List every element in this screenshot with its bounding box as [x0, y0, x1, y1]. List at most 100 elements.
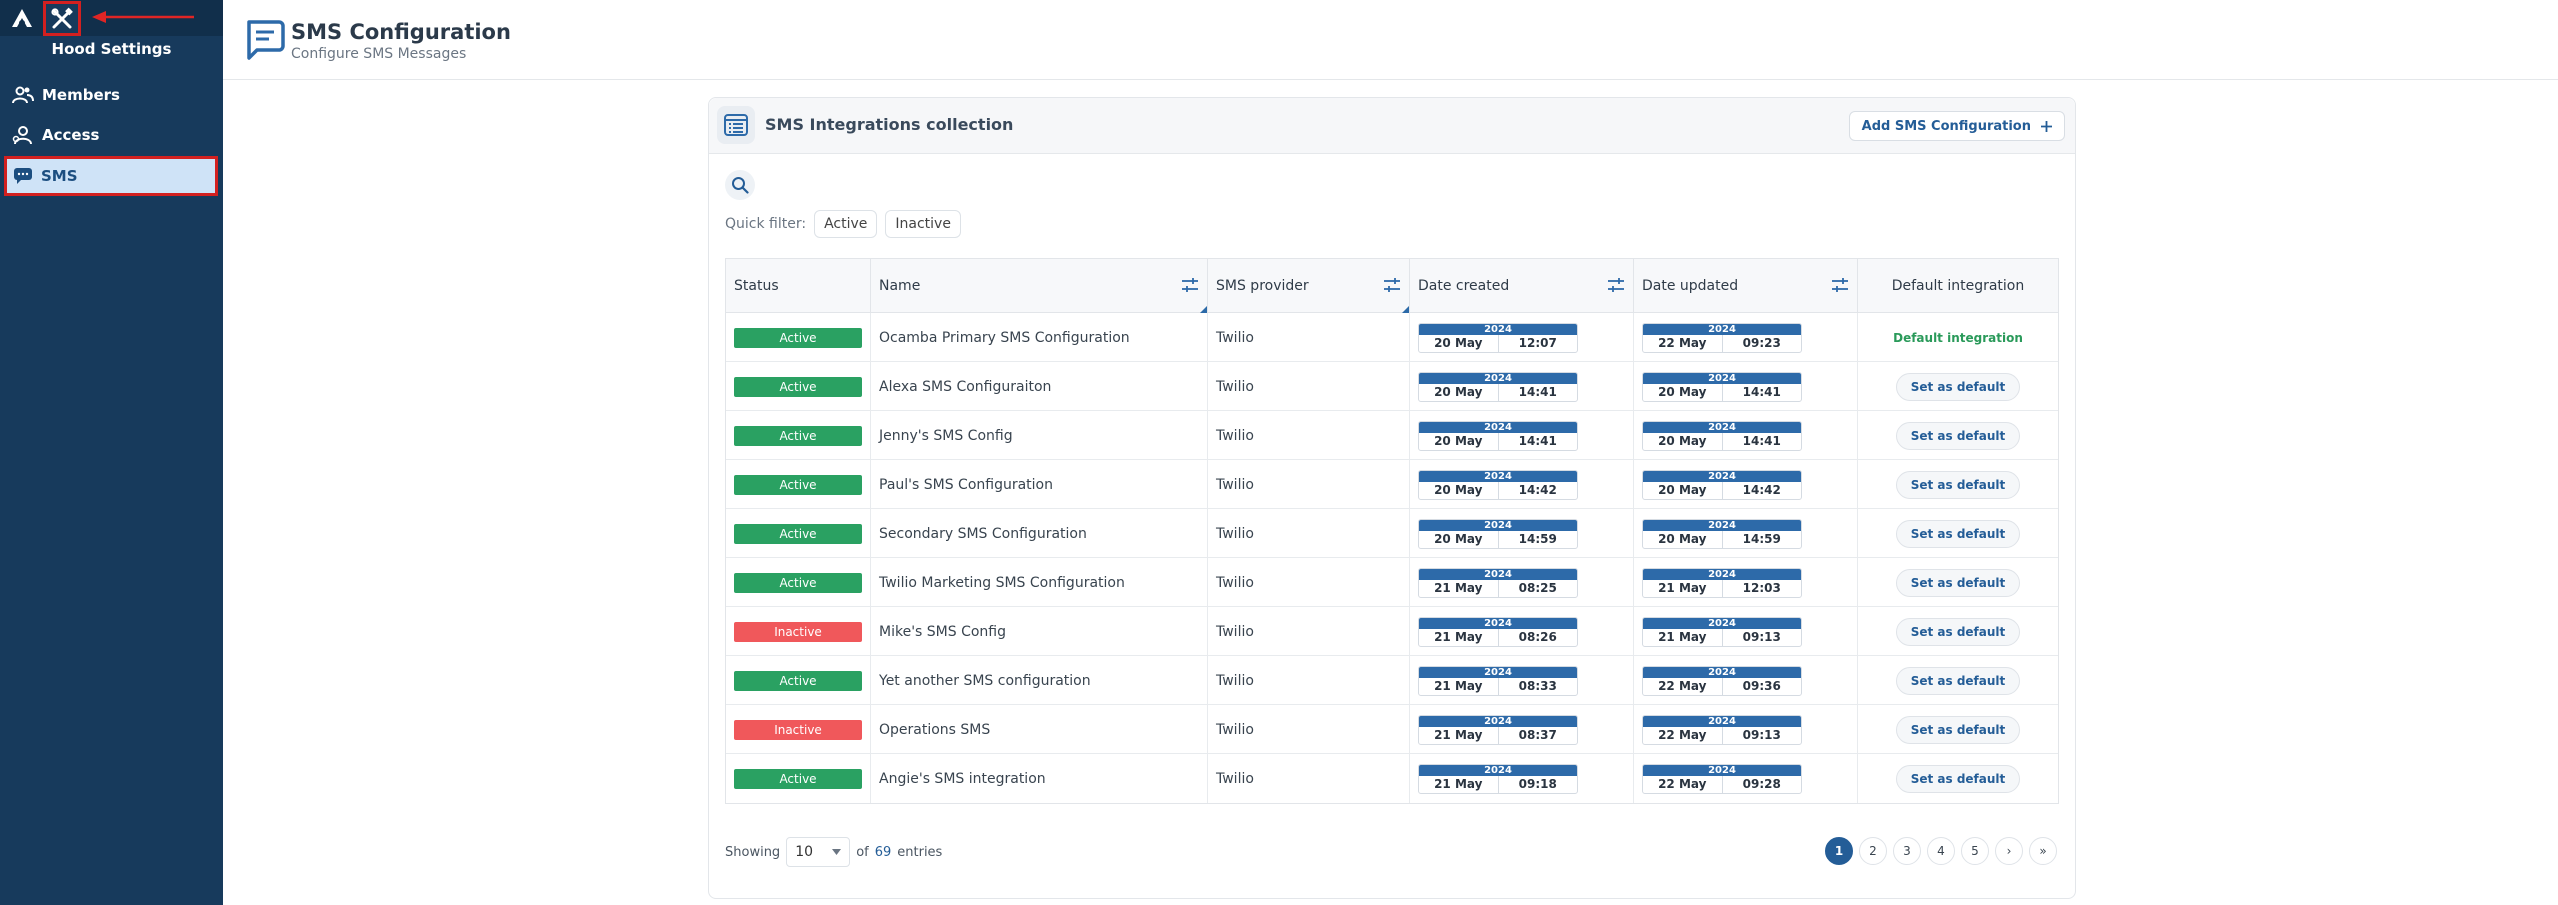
table-row[interactable]: Active Ocamba Primary SMS Configuration Tw… [726, 313, 2058, 362]
date-day: 21 May [1419, 775, 1499, 793]
sidebar-item-members[interactable]: Members [10, 78, 216, 112]
page-title: SMS Configuration [291, 20, 511, 44]
name-cell: Jenny's SMS Config [871, 411, 1208, 460]
column-filter-icon[interactable] [1383, 277, 1401, 293]
table-row[interactable]: Active Jenny's SMS Config Twilio 2024 20 May… [726, 411, 2058, 460]
page-button-2[interactable]: 2 [1859, 837, 1887, 865]
name-cell: Yet another SMS configuration [871, 656, 1208, 705]
date-updated-cell: 2024 20 May 14:42 [1634, 460, 1858, 509]
date-created-cell: 2024 21 May 08:37 [1410, 705, 1634, 754]
date-year: 2024 [1643, 421, 1801, 433]
page-subtitle: Configure SMS Messages [291, 46, 467, 62]
sms-integrations-panel: SMS Integrations collection Add SMS Conf… [708, 97, 2076, 899]
table-row[interactable]: Inactive Operations SMS Twilio 2024 21 May 08… [726, 705, 2058, 754]
date-updated-chip: 2024 20 May 14:59 [1642, 518, 1802, 549]
sidebar-item-access[interactable]: Access [10, 118, 216, 152]
next-page-button[interactable]: › [1995, 837, 2023, 865]
date-day: 20 May [1419, 530, 1499, 548]
default-integration-cell: Set as default [1858, 607, 2058, 656]
column-header-date-updated[interactable]: Date updated [1634, 259, 1858, 313]
search-icon [732, 177, 749, 194]
column-header-date-created[interactable]: Date created [1410, 259, 1634, 313]
status-cell: Active [726, 313, 871, 362]
pagination: 1 2 3 4 5 › » [1825, 837, 2057, 865]
page-button-4[interactable]: 4 [1927, 837, 1955, 865]
status-cell: Active [726, 460, 871, 509]
date-year: 2024 [1643, 617, 1801, 629]
set-as-default-button[interactable]: Set as default [1895, 372, 2021, 401]
date-year: 2024 [1419, 323, 1577, 335]
sidebar-item-label: Members [42, 86, 120, 104]
quick-filter-active[interactable]: Active [814, 210, 878, 238]
quick-filter-inactive[interactable]: Inactive [885, 210, 961, 238]
date-year: 2024 [1643, 372, 1801, 384]
name-cell: Ocamba Primary SMS Configuration [871, 313, 1208, 362]
default-integration-cell: Set as default [1858, 460, 2058, 509]
last-page-button[interactable]: » [2029, 837, 2057, 865]
add-sms-configuration-button[interactable]: Add SMS Configuration [1848, 111, 2065, 141]
name-cell: Mike's SMS Config [871, 607, 1208, 656]
set-as-default-button[interactable]: Set as default [1895, 568, 2021, 597]
total-entries: 69 [874, 844, 892, 860]
column-filter-icon[interactable] [1831, 277, 1849, 293]
column-header-default-integration[interactable]: Default integration [1891, 278, 2025, 294]
set-as-default-button[interactable]: Set as default [1895, 715, 2021, 744]
table-row[interactable]: Active Secondary SMS Configuration Twilio 2… [726, 509, 2058, 558]
date-day: 22 May [1643, 775, 1723, 793]
quick-filter: Quick filter: Active Inactive [725, 210, 961, 238]
table-row[interactable]: Active Alexa SMS Configuraiton Twilio 2024 2… [726, 362, 2058, 411]
date-updated-chip: 2024 22 May 09:13 [1642, 714, 1802, 745]
table-header: Status Name SMS provider Date created Da… [726, 259, 2058, 313]
set-as-default-button[interactable]: Set as default [1895, 421, 2021, 450]
date-created-chip: 2024 20 May 14:42 [1418, 469, 1578, 500]
table-body: Active Ocamba Primary SMS Configuration Tw… [726, 313, 2058, 803]
panel-header: SMS Integrations collection Add SMS Conf… [709, 98, 2075, 154]
set-as-default-button[interactable]: Set as default [1895, 470, 2021, 499]
column-header-status[interactable]: Status [726, 259, 871, 313]
column-filter-icon[interactable] [1181, 277, 1199, 293]
date-day: 20 May [1643, 481, 1723, 499]
date-created-chip: 2024 21 May 09:18 [1418, 763, 1578, 794]
page-size-select[interactable]: 10 [786, 837, 851, 867]
date-year: 2024 [1419, 764, 1577, 776]
date-created-cell: 2024 21 May 09:18 [1410, 754, 1634, 803]
sidebar-item-label: Access [42, 126, 100, 144]
page-size-control: Showing 10 of 69 entries [725, 837, 942, 867]
default-integration-cell: Set as default [1858, 754, 2058, 803]
table-row[interactable]: Active Twilio Marketing SMS Configuration… [726, 558, 2058, 607]
column-header-sms-provider[interactable]: SMS provider [1208, 259, 1410, 313]
status-cell: Active [726, 558, 871, 607]
table-row[interactable]: Active Paul's SMS Configuration Twilio 2024… [726, 460, 2058, 509]
of-label: of [856, 844, 869, 860]
table-row[interactable]: Active Angie's SMS integration Twilio 2024 2… [726, 754, 2058, 803]
date-time: 08:37 [1518, 727, 1557, 742]
date-updated-cell: 2024 21 May 12:03 [1634, 558, 1858, 607]
date-year: 2024 [1419, 568, 1577, 580]
column-header-name[interactable]: Name [871, 259, 1208, 313]
tools-button[interactable] [43, 1, 81, 36]
set-as-default-button[interactable]: Set as default [1895, 519, 2021, 548]
set-as-default-button[interactable]: Set as default [1895, 764, 2021, 793]
status-badge: Active [734, 572, 862, 593]
sms-icon [14, 168, 32, 184]
provider-cell: Twilio [1208, 509, 1410, 558]
default-integration-cell: Default integration [1858, 313, 2058, 362]
date-time: 09:36 [1742, 678, 1781, 693]
page-button-5[interactable]: 5 [1961, 837, 1989, 865]
table-row[interactable]: Inactive Mike's SMS Config Twilio 2024 21 Ma… [726, 607, 2058, 656]
sidebar-item-sms[interactable]: SMS [4, 156, 218, 196]
date-day: 21 May [1643, 579, 1723, 597]
page-button-3[interactable]: 3 [1893, 837, 1921, 865]
set-as-default-button[interactable]: Set as default [1895, 617, 2021, 646]
hood-logo-icon[interactable] [10, 8, 34, 30]
column-filter-icon[interactable] [1607, 277, 1625, 293]
page-button-1[interactable]: 1 [1825, 837, 1853, 865]
date-created-chip: 2024 20 May 14:41 [1418, 371, 1578, 402]
date-day: 20 May [1643, 432, 1723, 450]
date-created-cell: 2024 20 May 14:59 [1410, 509, 1634, 558]
quick-filter-label: Quick filter: [725, 216, 807, 232]
search-button[interactable] [725, 170, 755, 200]
date-year: 2024 [1419, 372, 1577, 384]
table-row[interactable]: Active Yet another SMS configuration Twili… [726, 656, 2058, 705]
set-as-default-button[interactable]: Set as default [1895, 666, 2021, 695]
